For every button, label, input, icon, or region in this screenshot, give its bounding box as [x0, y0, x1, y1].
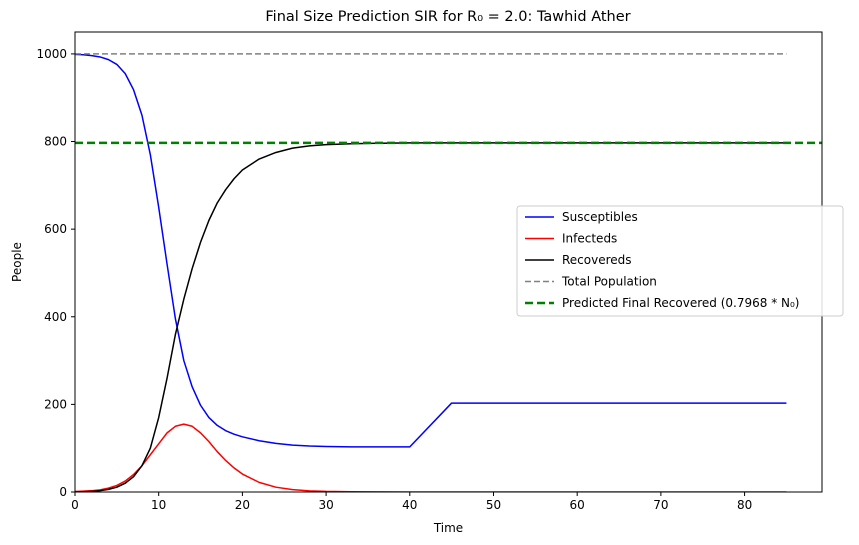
chart-title: Final Size Prediction SIR for R₀ = 2.0: … [265, 9, 630, 25]
x-tick-label: 40 [402, 498, 417, 512]
legend: Susceptibles Infecteds Recovereds Total Pop… [516, 205, 844, 317]
x-tick-label: 10 [151, 498, 166, 512]
y-axis-label: People [10, 242, 24, 282]
legend-box [516, 205, 844, 317]
series-line-susceptibles [75, 53, 787, 448]
y-tick-label: 1000 [36, 47, 67, 61]
x-tick-label: 30 [318, 498, 333, 512]
x-tick-label: 20 [235, 498, 250, 512]
x-tick-label: 60 [570, 498, 585, 512]
y-tick-label: 600 [44, 222, 67, 236]
y-tick-label: 400 [44, 310, 67, 324]
legend-label: Predicted Final Recovered (0.7968 * N₀) [562, 296, 799, 310]
y-tick-label: 200 [44, 397, 67, 411]
y-tick-label: 800 [44, 135, 67, 149]
x-tick-label: 80 [737, 498, 752, 512]
y-tick-label: 0 [59, 485, 67, 499]
legend-label: Susceptibles [562, 210, 638, 224]
x-tick-label: 70 [653, 498, 668, 512]
x-tick-label: 0 [71, 498, 79, 512]
series-line-recovereds [75, 142, 787, 492]
series-line-infecteds [75, 423, 787, 492]
legend-label: Recovereds [562, 253, 632, 267]
x-tick-label: 50 [486, 498, 501, 512]
legend-label: Total Population [561, 275, 657, 289]
x-axis-label: Time [433, 521, 463, 535]
legend-label: Infecteds [562, 232, 617, 246]
